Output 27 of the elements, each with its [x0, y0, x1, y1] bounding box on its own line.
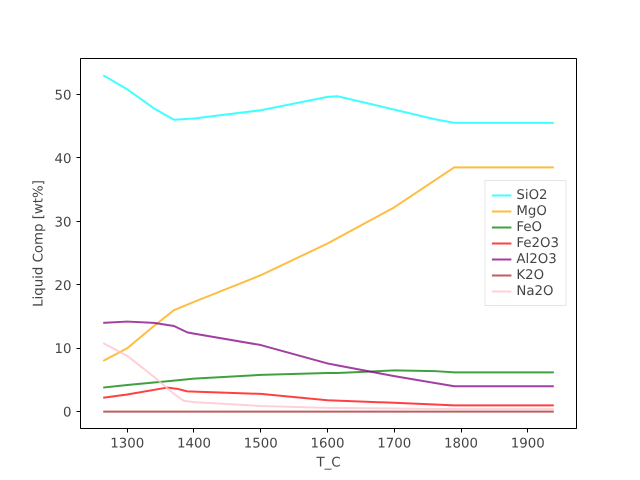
x-tick-label: 1600 [310, 436, 344, 452]
x-tick-label: 1900 [510, 436, 545, 452]
x-tick-label: 1700 [377, 436, 412, 452]
legend-label: Na2O [516, 284, 554, 298]
x-tick-label: 1800 [444, 436, 478, 452]
x-tick-label: 1400 [177, 436, 211, 452]
y-tick-label: 40 [54, 152, 72, 167]
x-tick-label: 1500 [244, 436, 278, 452]
y-tick-label: 50 [54, 88, 72, 104]
legend-label: K2O [516, 268, 544, 282]
line-series [102, 74, 555, 124]
y-tick-label: 20 [54, 278, 72, 294]
line-series [102, 320, 555, 388]
legend-label: FeO [516, 220, 542, 234]
y-tick-label: 10 [54, 342, 72, 358]
y-axis-title: Liquid Comp [wt%] [32, 180, 47, 307]
legend-label: MgO [516, 204, 547, 218]
y-tick-label: 30 [54, 215, 72, 230]
legend-label: Fe2O3 [516, 236, 559, 250]
x-tick-label: 1300 [110, 436, 144, 452]
legend-label: Al2O3 [516, 252, 557, 266]
y-tick-label: 0 [63, 406, 72, 421]
line-series [102, 342, 555, 410]
line-series [102, 369, 555, 389]
x-axis-title: T_C [315, 456, 341, 470]
legend-label: SiO2 [516, 188, 548, 202]
line-series [102, 386, 555, 406]
